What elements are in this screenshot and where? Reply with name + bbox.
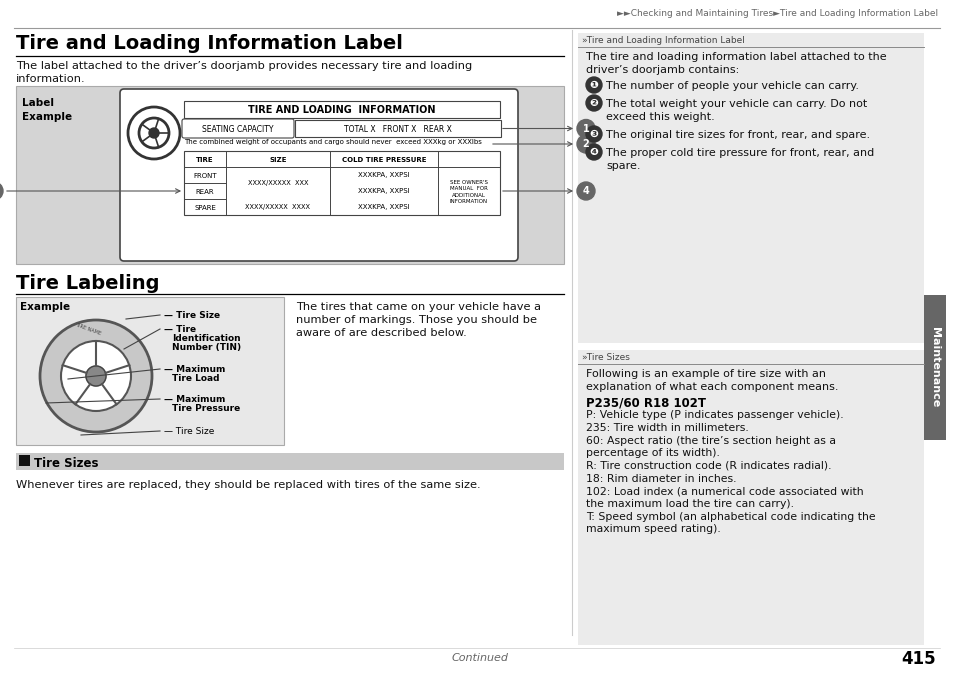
Text: »Tire and Loading Information Label: »Tire and Loading Information Label (581, 36, 744, 45)
Circle shape (149, 128, 159, 138)
Circle shape (0, 182, 3, 200)
FancyBboxPatch shape (578, 33, 923, 343)
Circle shape (86, 366, 106, 386)
Text: REAR: REAR (195, 189, 214, 195)
Text: ►►Checking and Maintaining Tires►Tire and Loading Information Label: ►►Checking and Maintaining Tires►Tire an… (617, 9, 937, 18)
Text: TIRE: TIRE (196, 156, 213, 162)
Circle shape (577, 182, 595, 200)
Text: Number (TIN): Number (TIN) (172, 343, 241, 352)
Text: COLD TIRE PRESSURE: COLD TIRE PRESSURE (341, 156, 426, 162)
Text: explanation of what each component means.: explanation of what each component means… (585, 382, 838, 392)
Text: 2: 2 (582, 139, 589, 149)
FancyBboxPatch shape (184, 151, 499, 215)
FancyBboxPatch shape (294, 120, 500, 137)
Text: TIRE NAME: TIRE NAME (74, 322, 101, 336)
Text: »Tire Sizes: »Tire Sizes (581, 353, 629, 362)
Text: 1: 1 (582, 123, 589, 133)
Text: The original tire sizes for front, rear, and spare.: The original tire sizes for front, rear,… (605, 130, 869, 140)
FancyBboxPatch shape (120, 89, 517, 261)
Circle shape (585, 126, 601, 142)
Text: ❸: ❸ (589, 129, 598, 139)
Text: 4: 4 (582, 186, 589, 196)
FancyBboxPatch shape (182, 119, 294, 138)
Text: The combined weight of occupants and cargo should never  exceed XXXkg or XXXlbs: The combined weight of occupants and car… (184, 139, 481, 145)
Text: 102: Load index (a numerical code associated with: 102: Load index (a numerical code associ… (585, 487, 862, 497)
Text: The number of people your vehicle can carry.: The number of people your vehicle can ca… (605, 81, 858, 91)
Text: The total weight your vehicle can carry. Do not: The total weight your vehicle can carry.… (605, 99, 866, 109)
Text: XXXKPA, XXPSI: XXXKPA, XXPSI (357, 189, 410, 195)
Text: aware of are described below.: aware of are described below. (295, 328, 466, 338)
Circle shape (585, 77, 601, 93)
Text: Maintenance: Maintenance (929, 328, 939, 408)
Text: SPARE: SPARE (193, 204, 215, 210)
Text: Example: Example (20, 302, 71, 312)
Text: TIRE AND LOADING  INFORMATION: TIRE AND LOADING INFORMATION (248, 105, 436, 115)
Text: — Tire: — Tire (164, 325, 196, 334)
Circle shape (585, 95, 601, 111)
Text: Label
Example: Label Example (22, 98, 72, 122)
Text: ❶: ❶ (589, 80, 598, 90)
Text: R: Tire construction code (R indicates radial).: R: Tire construction code (R indicates r… (585, 461, 831, 471)
Text: The tire and loading information label attached to the: The tire and loading information label a… (585, 52, 885, 62)
Text: number of markings. Those you should be: number of markings. Those you should be (295, 315, 537, 325)
Text: 60: Aspect ratio (the tire’s section height as a: 60: Aspect ratio (the tire’s section hei… (585, 436, 835, 446)
Text: the maximum load the tire can carry).: the maximum load the tire can carry). (585, 499, 793, 509)
FancyBboxPatch shape (923, 295, 945, 440)
Text: XXXX/XXXXX  XXXX: XXXX/XXXXX XXXX (245, 204, 310, 210)
Text: exceed this weight.: exceed this weight. (605, 112, 714, 122)
FancyBboxPatch shape (16, 297, 284, 445)
FancyBboxPatch shape (19, 455, 30, 466)
Text: P: Vehicle type (P indicates passenger vehicle).: P: Vehicle type (P indicates passenger v… (585, 410, 842, 420)
Text: XXXKPA, XXPSI: XXXKPA, XXPSI (357, 173, 410, 179)
Text: Tire and Loading Information Label: Tire and Loading Information Label (16, 34, 402, 53)
Text: — Tire Size: — Tire Size (164, 427, 214, 436)
Text: T: Speed symbol (an alphabetical code indicating the: T: Speed symbol (an alphabetical code in… (585, 512, 875, 522)
Text: 415: 415 (901, 650, 935, 668)
Text: FRONT: FRONT (193, 173, 216, 179)
Circle shape (577, 135, 595, 153)
FancyBboxPatch shape (16, 86, 563, 264)
Circle shape (40, 320, 152, 432)
Text: percentage of its width).: percentage of its width). (585, 448, 720, 458)
Text: maximum speed rating).: maximum speed rating). (585, 524, 720, 534)
Text: Tire Labeling: Tire Labeling (16, 274, 159, 293)
Circle shape (577, 119, 595, 137)
Text: The proper cold tire pressure for front, rear, and: The proper cold tire pressure for front,… (605, 148, 873, 158)
Text: Following is an example of tire size with an: Following is an example of tire size wit… (585, 369, 825, 379)
Text: — Maximum: — Maximum (164, 365, 225, 374)
Text: 18: Rim diameter in inches.: 18: Rim diameter in inches. (585, 474, 736, 484)
Text: Whenever tires are replaced, they should be replaced with tires of the same size: Whenever tires are replaced, they should… (16, 480, 480, 490)
Text: P235/60 R18 102T: P235/60 R18 102T (585, 396, 705, 409)
Text: SEATING CAPACITY: SEATING CAPACITY (202, 125, 274, 133)
Text: XXXKPA, XXPSI: XXXKPA, XXPSI (357, 204, 410, 210)
FancyBboxPatch shape (16, 453, 563, 470)
Text: ❹: ❹ (589, 147, 598, 157)
Text: — Tire Size: — Tire Size (164, 311, 220, 320)
Text: Tire Sizes: Tire Sizes (34, 457, 98, 470)
Text: Identification: Identification (172, 334, 240, 343)
Circle shape (61, 341, 131, 411)
Text: The tires that came on your vehicle have a: The tires that came on your vehicle have… (295, 302, 540, 312)
Text: 235: Tire width in millimeters.: 235: Tire width in millimeters. (585, 423, 748, 433)
Circle shape (585, 144, 601, 160)
FancyBboxPatch shape (578, 350, 923, 645)
Text: — Maximum: — Maximum (164, 395, 225, 404)
Text: The label attached to the driver’s doorjamb provides necessary tire and loading: The label attached to the driver’s doorj… (16, 61, 472, 71)
Text: ❷: ❷ (589, 98, 598, 108)
Text: TOTAL X   FRONT X   REAR X: TOTAL X FRONT X REAR X (344, 125, 452, 133)
FancyBboxPatch shape (184, 101, 499, 118)
Text: Tire Pressure: Tire Pressure (172, 404, 240, 413)
Text: Tire Load: Tire Load (172, 374, 219, 383)
Text: XXXX/XXXXX  XXX: XXXX/XXXXX XXX (248, 181, 308, 187)
Text: driver’s doorjamb contains:: driver’s doorjamb contains: (585, 65, 739, 75)
Text: SIZE: SIZE (269, 156, 287, 162)
Text: spare.: spare. (605, 161, 639, 171)
Text: information.: information. (16, 74, 86, 84)
Text: Continued: Continued (451, 653, 508, 663)
Text: SEE OWNER'S
MANUAL  FOR
ADDITIONAL
INFORMATION: SEE OWNER'S MANUAL FOR ADDITIONAL INFORM… (450, 180, 488, 204)
